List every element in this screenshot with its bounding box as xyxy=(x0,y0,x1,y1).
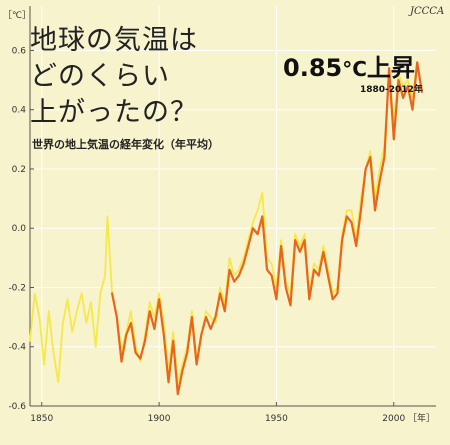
title-line-2: どのくらい xyxy=(30,61,170,92)
x-tick-label: 1850 xyxy=(30,414,53,424)
jccca-logo: JCCCA xyxy=(410,6,445,17)
headline-suffix: 上昇 xyxy=(366,54,415,82)
y-tick-label: -0.6 xyxy=(8,402,26,412)
y-tick-label: 0.4 xyxy=(12,106,27,116)
y-tick-label: -0.2 xyxy=(8,283,26,293)
title-line-3: 上がったの？ xyxy=(30,97,198,128)
y-tick-label: 0.0 xyxy=(12,224,27,234)
y-tick-label: -0.4 xyxy=(8,343,26,353)
y-tick-label: 0.2 xyxy=(12,165,26,175)
period-label: 1880-2012年 xyxy=(360,85,423,95)
x-axis-unit-label: ［年］ xyxy=(408,412,435,424)
series-layer xyxy=(29,61,423,396)
headline-unit: °C xyxy=(342,57,367,81)
x-tick-label: 1950 xyxy=(265,414,288,424)
x-tick-label: 1900 xyxy=(148,414,171,424)
title-line-1: 地球の気温は xyxy=(30,25,198,56)
y-tick-label: 0.6 xyxy=(12,46,27,56)
grid-lines xyxy=(30,6,436,407)
headline-rise: 0.85°C上昇 xyxy=(283,48,415,83)
y-axis-unit-label: ［℃］ xyxy=(3,11,32,21)
headline-value: 0.85 xyxy=(283,54,343,82)
x-tick-label: 2000 xyxy=(382,414,405,424)
chart-subtitle: 世界の地上気温の経年変化（年平均） xyxy=(32,138,219,151)
series-line-orange xyxy=(110,61,423,396)
